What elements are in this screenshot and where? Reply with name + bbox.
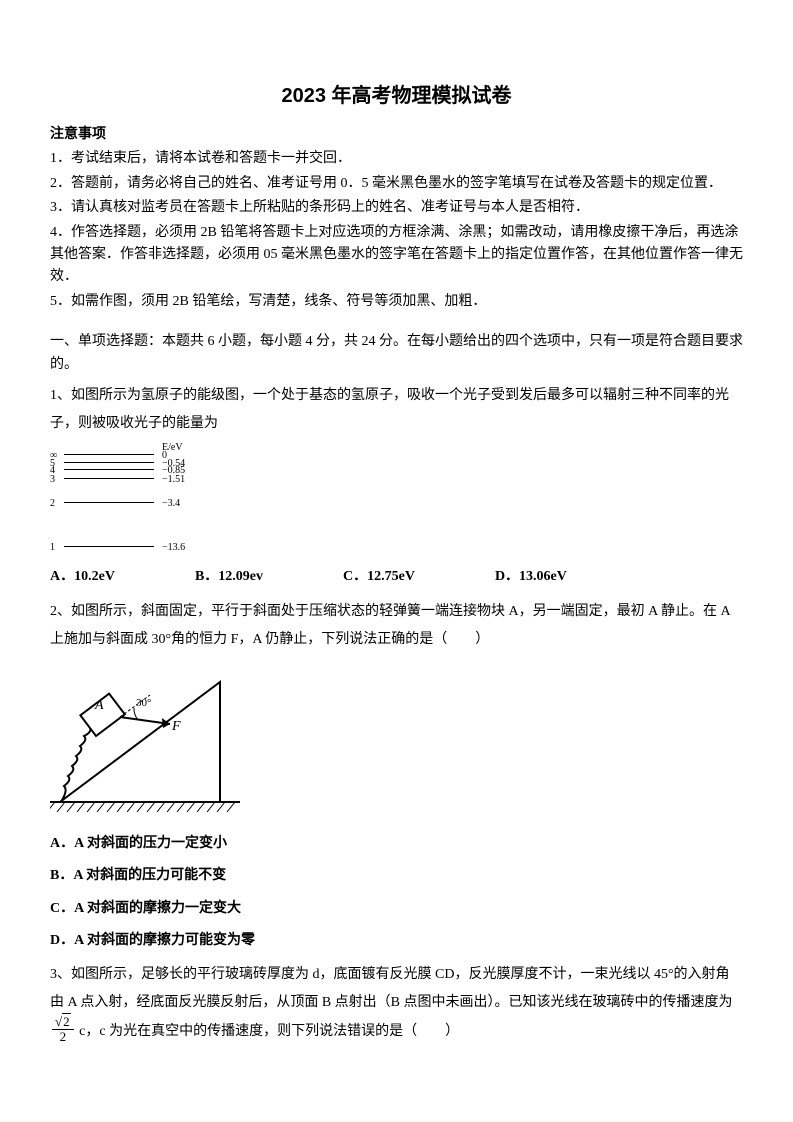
question-1-text: 1、如图所示为氢原子的能级图，一个处于基态的氢原子，吸收一个光子受到发后最多可以… (50, 382, 743, 438)
notice-heading: 注意事项 (50, 124, 743, 146)
level-e-3: −1.51 (162, 472, 185, 488)
instruction-1: 1．考试结束后，请将本试卷和答题卡一并交回． (50, 148, 743, 170)
level-n-1: 1 (50, 540, 55, 556)
question-2-text: 2、如图所示，斜面固定，平行于斜面处于压缩状态的轻弹簧一端连接物块 A，另一端固… (50, 598, 743, 654)
instruction-5: 5．如需作图，须用 2B 铅笔绘，写清楚，线条、符号等须加黑、加粗． (50, 291, 743, 313)
q3-frac-den: 2 (52, 1030, 74, 1044)
q3-frac-num: 2 (62, 1013, 71, 1029)
q2-option-a: A．A 对斜面的压力一定变小 (50, 831, 743, 858)
level-n-3: 3 (50, 472, 55, 488)
q3-text-part2: c，c 为光在真空中的传播速度，则下列说法错误的是（ ） (79, 1024, 459, 1039)
q3-text-part1: 3、如图所示，足够长的平行玻璃砖厚度为 d，底面镀有反光膜 CD，反光膜厚度不计… (50, 967, 733, 1010)
page-title: 2023 年高考物理模拟试卷 (50, 80, 743, 112)
q1-option-d: D．13.06eV (495, 566, 567, 588)
q2-option-d: D．A 对斜面的摩擦力可能变为零 (50, 928, 743, 955)
instruction-3: 3．请认真核对监考员在答题卡上所粘贴的条形码上的姓名、准考证号与本人是否相符． (50, 197, 743, 219)
question-2-figure: A 30° F (50, 662, 743, 820)
level-e-1: −13.6 (162, 540, 185, 556)
question-3-text: 3、如图所示，足够长的平行玻璃砖厚度为 d，底面镀有反光膜 CD，反光膜厚度不计… (50, 961, 743, 1047)
q2-option-b: B．A 对斜面的压力可能不变 (50, 863, 743, 890)
q1-option-c: C．12.75eV (343, 566, 415, 588)
q2-option-c: C．A 对斜面的摩擦力一定变大 (50, 896, 743, 923)
q3-fraction: 2 2 (52, 1015, 74, 1045)
question-1-figure: E/eV ∞ 0 5 −0.54 4 −0.85 3 −1.51 2 −3.4 … (50, 446, 743, 556)
level-n-2: 2 (50, 496, 55, 512)
q1-option-a: A．10.2eV (50, 566, 115, 588)
question-1-options: A．10.2eV B．12.09ev C．12.75eV D．13.06eV (50, 566, 743, 588)
section-1-title: 一、单项选择题：本题共 6 小题，每小题 4 分，共 24 分。在每小题给出的四… (50, 331, 743, 376)
svg-text:30°: 30° (136, 697, 151, 709)
instruction-2: 2．答题前，请务必将自己的姓名、准考证号用 0．5 毫米黑色墨水的签字笔填写在试… (50, 173, 743, 195)
level-e-2: −3.4 (162, 496, 180, 512)
instruction-4: 4．作答选择题，必须用 2B 铅笔将答题卡上对应选项的方框涂满、涂黑；如需改动，… (50, 222, 743, 289)
q1-option-b: B．12.09ev (195, 566, 263, 588)
svg-text:F: F (171, 719, 181, 734)
svg-text:A: A (94, 698, 104, 713)
